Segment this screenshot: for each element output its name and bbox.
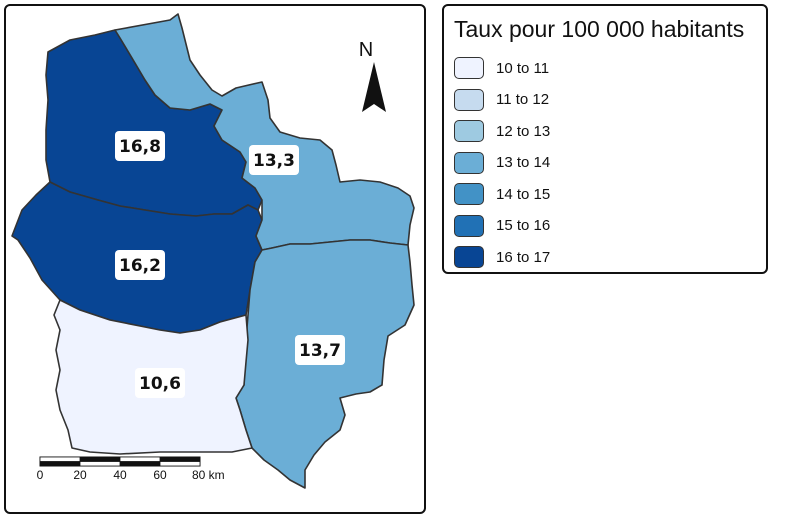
legend-swatch: [454, 246, 484, 268]
north-label: N: [359, 39, 373, 61]
legend-label: 14 to 15: [496, 185, 551, 203]
region-value-text: 13,7: [299, 341, 341, 361]
region-value-text: 13,3: [253, 151, 295, 171]
region-value-label-nord-west: 16,8: [115, 131, 165, 161]
legend-label: 15 to 16: [496, 217, 551, 234]
legend-swatch: [454, 214, 484, 237]
region-value-label-nord-east: 13,3: [249, 145, 299, 175]
legend-swatch: [454, 151, 484, 174]
legend-item: 10 to 11: [454, 55, 549, 81]
label-background: [115, 131, 165, 161]
legend-swatch: [454, 120, 484, 142]
label-background: [115, 250, 165, 280]
label-background: [249, 145, 299, 175]
legend-title: Taux pour 100 000 habitants: [454, 16, 745, 42]
legend-swatch: [454, 183, 484, 205]
scale-tick-label: 60: [153, 468, 167, 482]
legend-item: 11 to 12: [454, 87, 549, 113]
legend-item: 13 to 14: [454, 150, 550, 176]
choropleth-map: 16,8 16,2 13,3 13,7 10,6 N 0 20 40 60 80 km: [11, 13, 415, 489]
legend: Taux pour 100 000 habitants 10 to 11 11 t…: [442, 4, 768, 274]
legend-label: 11 to 12: [496, 91, 550, 108]
legend-swatch: [454, 88, 484, 111]
scale-tick-label: 20: [73, 468, 87, 482]
region-value-label-pas-de-calais: 16,2: [115, 250, 165, 280]
region-value-text: 16,8: [119, 137, 161, 157]
legend-label: 12 to 13: [496, 122, 551, 140]
north-arrow-icon: [362, 62, 386, 112]
legend-item: 16 to 17: [454, 244, 550, 270]
label-background: [135, 368, 185, 398]
region-value-text: 16,2: [119, 256, 161, 276]
legend-item: 15 to 16: [454, 213, 550, 239]
region-value-text: 10,6: [139, 374, 181, 394]
scale-bar: [39, 456, 201, 467]
scale-tick-label: 40: [113, 468, 127, 482]
legend-label: 10 to 11: [496, 59, 550, 77]
region-value-label-oise: 10,6: [135, 368, 185, 398]
legend-item: 12 to 13: [454, 118, 550, 144]
legend-swatch: [454, 57, 484, 79]
legend-item: 14 to 15: [454, 181, 550, 207]
scale-tick-label: 0: [37, 468, 44, 482]
region-value-label-aisne: 13,7: [295, 335, 345, 365]
legend-label: 16 to 17: [496, 248, 551, 266]
scale-tick-label: 80 km: [192, 468, 225, 482]
label-background: [295, 335, 345, 365]
legend-label: 13 to 14: [496, 154, 551, 171]
